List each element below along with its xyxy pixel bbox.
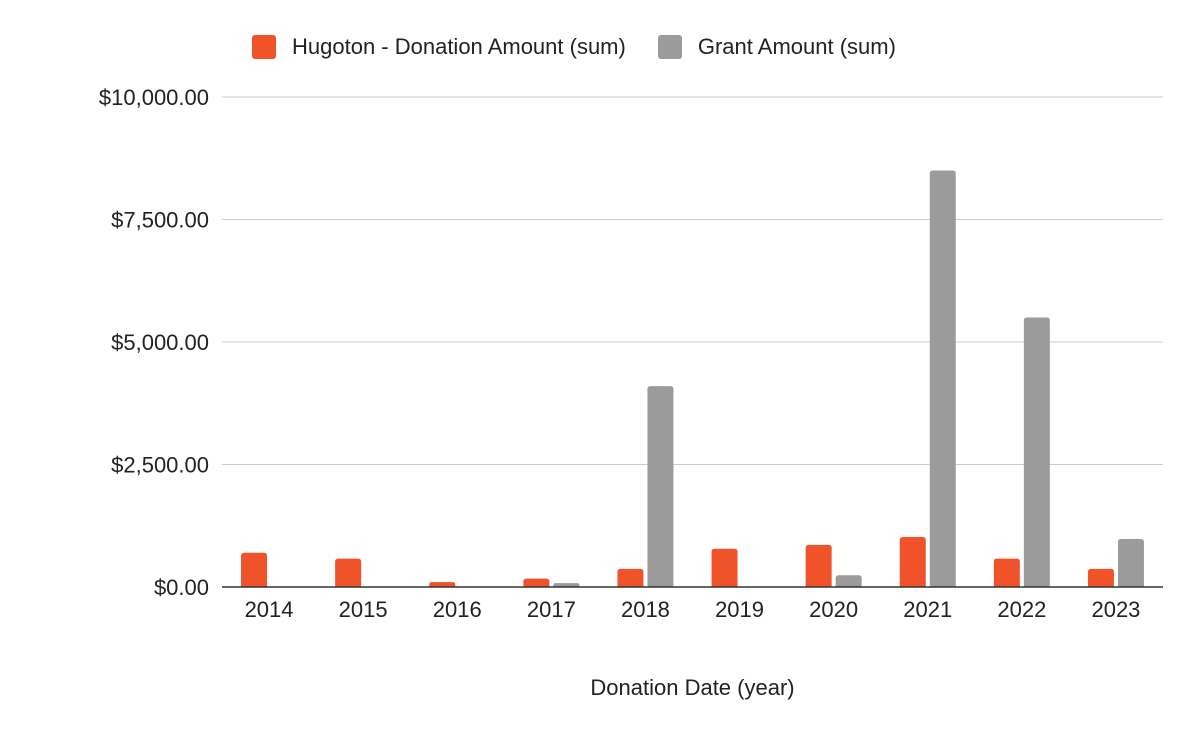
bar-donation-2015[interactable] <box>335 558 362 587</box>
legend-swatch-donation <box>252 35 276 59</box>
bar-grant-2020[interactable] <box>835 575 862 587</box>
gridlines <box>222 96 1163 465</box>
legend-item-donation: Hugoton - Donation Amount (sum) <box>252 34 626 60</box>
bar-grant-2017[interactable] <box>553 583 580 587</box>
bar-donation-2018[interactable] <box>617 568 644 587</box>
x-tick-label: 2017 <box>527 597 576 622</box>
x-tick-label: 2021 <box>903 597 952 622</box>
legend-label-donation: Hugoton - Donation Amount (sum) <box>292 34 626 59</box>
bar-donation-2017[interactable] <box>523 578 550 587</box>
x-tick-label: 2023 <box>1091 597 1140 622</box>
bar-donation-2016[interactable] <box>429 582 456 587</box>
bar-donation-2020[interactable] <box>805 544 832 587</box>
x-tick-label: 2019 <box>715 597 764 622</box>
bar-grant-2023[interactable] <box>1117 538 1144 587</box>
legend: Hugoton - Donation Amount (sum) Grant Am… <box>252 34 928 60</box>
y-tick-label: $10,000.00 <box>99 85 209 110</box>
y-tick-label: $0.00 <box>154 575 209 600</box>
bar-donation-2021[interactable] <box>899 537 926 587</box>
bar-donation-2022[interactable] <box>993 558 1020 587</box>
legend-label-grant: Grant Amount (sum) <box>697 34 896 59</box>
x-tick-label: 2020 <box>809 597 858 622</box>
bar-grant-2018[interactable] <box>647 386 674 587</box>
x-tick-label: 2014 <box>245 597 294 622</box>
bar-donation-2014[interactable] <box>241 552 268 587</box>
bar-grant-2022[interactable] <box>1023 317 1050 588</box>
y-tick-label: $7,500.00 <box>111 208 209 233</box>
x-tick-label: 2018 <box>621 597 670 622</box>
legend-item-grant: Grant Amount (sum) <box>657 34 896 60</box>
y-tick-label: $5,000.00 <box>111 330 209 355</box>
x-tick-label: 2022 <box>997 597 1046 622</box>
bar-donation-2019[interactable] <box>711 548 738 587</box>
x-tick-label: 2016 <box>433 597 482 622</box>
y-tick-label: $2,500.00 <box>111 453 209 478</box>
bar-grant-2021[interactable] <box>929 170 956 588</box>
x-tick-label: 2015 <box>339 597 388 622</box>
bars <box>241 170 1144 588</box>
x-axis-title: Donation Date (year) <box>590 675 794 700</box>
x-tick-labels: 2014 2015 2016 2017 2018 2019 2020 2021 2022 2023 <box>245 597 1141 622</box>
legend-swatch-grant <box>657 35 682 59</box>
bar-donation-2023[interactable] <box>1087 568 1114 587</box>
y-tick-labels: $0.00 $2,500.00 $5,000.00 $7,500.00 $10,000.… <box>99 85 209 600</box>
